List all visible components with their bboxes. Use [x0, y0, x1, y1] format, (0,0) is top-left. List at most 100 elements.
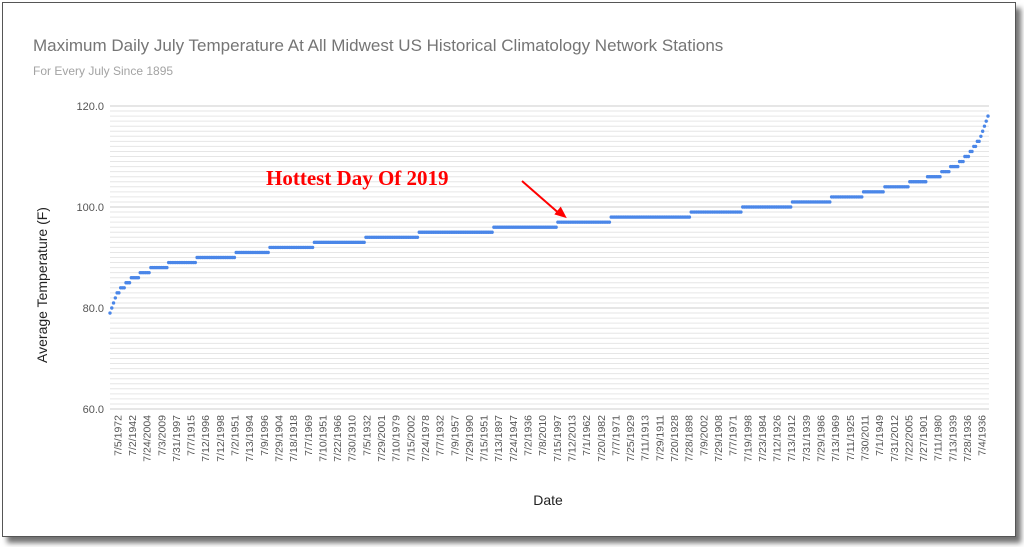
x-tick-label: 7/15/1951	[479, 415, 491, 462]
y-axis-ticks: 60.0 80.0 100.0 120.0	[76, 101, 104, 416]
data-point	[979, 134, 983, 138]
x-tick-label: 7/24/2004	[142, 415, 154, 462]
x-tick-label: 7/7/1932	[435, 415, 447, 456]
x-tick-label: 7/1/1962	[581, 415, 593, 456]
x-tick-label: 7/12/1998	[215, 415, 227, 462]
data-point	[232, 255, 237, 260]
x-tick-label: 7/15/1997	[552, 415, 564, 462]
data-point	[687, 215, 692, 219]
data-point	[973, 144, 978, 149]
x-tick-label: 7/7/1971	[610, 415, 622, 456]
x-tick-label: 7/12/1996	[200, 415, 212, 462]
x-tick-label: 7/12/1926	[772, 415, 784, 462]
data-point	[147, 270, 151, 275]
x-tick-label: 7/1/1949	[874, 415, 886, 456]
x-tick-label: 7/13/1994	[244, 415, 256, 462]
data-point	[966, 154, 971, 159]
annotation-arrow-head	[554, 206, 567, 219]
data-point	[938, 175, 942, 179]
x-tick-label: 7/13/1897	[493, 415, 505, 462]
x-tick-label: 7/13/1912	[786, 415, 798, 462]
data-point	[111, 301, 116, 305]
data-point	[961, 159, 965, 164]
x-tick-label: 7/27/1901	[918, 415, 930, 462]
chart-subtitle: For Every July Since 1895	[33, 64, 173, 78]
x-tick-label: 7/30/1910	[347, 415, 359, 462]
x-axis-ticks: 7/5/1972 7/2/1942 7/24/2004 7/3/2009 7/31/19…	[112, 415, 988, 462]
x-tick-label: 7/7/1971	[728, 415, 740, 456]
data-point	[977, 139, 981, 144]
data-point	[881, 190, 885, 194]
data-point	[970, 149, 974, 154]
chart-svg: Maximum Daily July Temperature At All Mi…	[33, 36, 990, 508]
x-tick-label: 7/24/1947	[508, 415, 520, 462]
x-tick-label: 7/5/1972	[112, 415, 124, 456]
chart-card: Maximum Daily July Temperature At All Mi…	[2, 2, 1016, 537]
x-tick-label: 7/9/2002	[698, 415, 710, 456]
x-tick-label: 7/20/1928	[669, 415, 681, 462]
data-point	[860, 195, 864, 199]
x-tick-label: 7/28/1898	[684, 415, 696, 462]
data-point	[980, 129, 985, 133]
data-point	[110, 306, 114, 310]
x-tick-label: 7/2/1951	[230, 415, 242, 456]
data-point	[122, 286, 126, 290]
y-tick-label: 100.0	[76, 202, 104, 214]
x-tick-label: 7/20/1982	[596, 415, 608, 462]
x-tick-label: 7/22/1966	[332, 415, 344, 462]
data-point	[607, 220, 612, 224]
x-tick-label: 7/12/2013	[566, 415, 578, 462]
data-point	[906, 185, 910, 189]
x-tick-label: 7/3/2009	[156, 415, 168, 456]
x-tick-label: 7/24/1978	[420, 415, 432, 462]
chart-title: Maximum Daily July Temperature At All Mi…	[33, 36, 723, 55]
x-tick-label: 7/8/2010	[537, 415, 549, 456]
data-point	[266, 250, 270, 255]
x-tick-label: 7/29/1986	[816, 415, 828, 462]
annotation-arrow	[521, 180, 567, 219]
x-tick-label: 7/28/1936	[962, 415, 974, 462]
x-tick-label: 7/29/2001	[376, 415, 388, 462]
x-tick-label: 7/2/1942	[127, 415, 139, 456]
y-tick-label: 80.0	[83, 303, 104, 315]
x-tick-label: 7/11/1925	[845, 415, 857, 461]
x-tick-label: 7/11/1980	[933, 415, 945, 461]
data-point	[136, 276, 141, 280]
data-point	[127, 281, 132, 285]
x-tick-label: 7/7/1969	[303, 415, 315, 456]
data-point	[415, 235, 420, 239]
y-axis-label: Average Temperature (F)	[34, 207, 50, 363]
x-tick-label: 7/29/1908	[713, 415, 725, 462]
x-tick-label: 7/29/1911	[654, 415, 666, 461]
x-tick-label: 7/10/1979	[391, 415, 403, 462]
data-point	[924, 180, 928, 184]
x-tick-label: 7/29/1990	[464, 415, 476, 462]
data-point	[947, 169, 951, 174]
data-point	[554, 225, 558, 229]
x-tick-label: 7/18/1918	[288, 415, 300, 462]
data-point	[193, 260, 198, 265]
x-tick-label: 7/9/1957	[449, 415, 461, 456]
annotation-arrow-shaft	[521, 180, 560, 214]
data-point	[956, 164, 960, 169]
data-point	[117, 291, 121, 295]
x-tick-label: 7/5/1932	[361, 415, 373, 456]
y-tick-label: 120.0	[76, 101, 104, 113]
data-point	[986, 114, 990, 118]
x-axis-label: Date	[533, 492, 563, 508]
x-tick-label: 7/31/1939	[801, 415, 813, 462]
x-tick-label: 7/10/1951	[317, 415, 329, 462]
data-point	[165, 265, 169, 270]
data-point	[310, 245, 315, 250]
x-tick-label: 7/9/1996	[259, 415, 271, 456]
data-point	[739, 210, 743, 214]
data-point	[362, 240, 366, 245]
x-tick-label: 7/11/1913	[640, 415, 652, 461]
data-point	[982, 124, 987, 128]
data-point	[789, 205, 793, 209]
x-tick-label: 7/31/1997	[171, 415, 183, 462]
y-tick-label: 60.0	[83, 404, 104, 416]
data-point	[984, 119, 988, 123]
data-points	[108, 114, 990, 315]
x-tick-label: 7/13/1939	[947, 415, 959, 462]
